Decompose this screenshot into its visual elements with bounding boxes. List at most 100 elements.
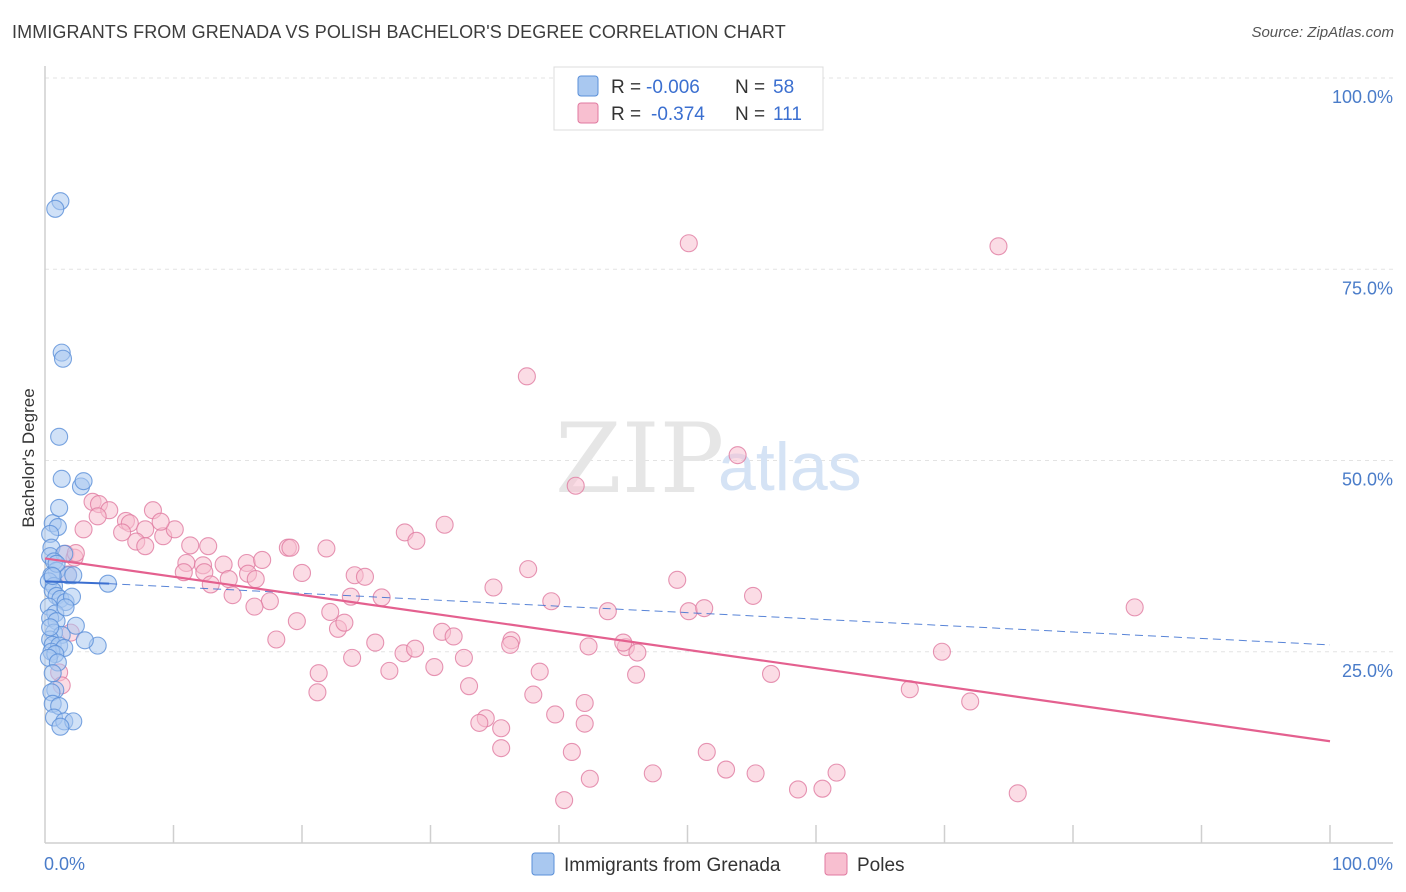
data-point [46,199,65,218]
data-point [517,367,536,386]
data-point [716,760,736,779]
data-point [530,662,549,681]
legend-r-value-grenada: -0.006 [646,77,700,98]
data-point [542,592,561,611]
data-point [668,570,687,589]
data-point [53,349,73,368]
series-grenada [39,192,118,736]
data-point [43,664,62,683]
data-point [66,616,85,635]
data-point [287,612,306,631]
legend-r-label-poles: R = [611,104,641,125]
data-point [50,498,69,517]
data-point [267,630,286,649]
data-point [113,523,132,542]
data-point [788,780,808,799]
data-point [52,469,71,488]
legend-n-value-poles: 111 [773,104,802,125]
data-point [989,237,1008,256]
legend-swatch-poles [577,102,599,124]
data-point [51,717,70,736]
data-point [407,531,426,550]
x-tick-labels: 0.0% 100.0% [44,854,1393,874]
data-point [41,618,60,637]
data-point [253,550,272,570]
chart-source: Source: ZipAtlas.com [1251,24,1394,41]
data-point [136,537,155,556]
data-point [406,639,425,658]
data-point [555,791,574,810]
data-point [679,602,698,621]
data-point [575,693,594,713]
data-point [697,742,716,762]
data-point [961,692,980,711]
data-point [1008,784,1027,803]
data-point [454,648,473,667]
bottom-legend-label-grenada: Immigrants from Grenada [564,855,781,876]
data-point [317,539,336,558]
legend-swatch-grenada [577,75,599,97]
data-point [679,234,698,253]
y-tick-labels: 25.0% 50.0% 75.0% 100.0% [1332,87,1393,681]
data-point [74,520,93,539]
data-point [524,685,543,704]
data-point [643,764,662,783]
data-point [470,713,489,732]
gridlines [45,77,1393,653]
series-poles [50,234,1144,810]
data-point [743,586,763,605]
data-point [813,779,832,798]
data-point [335,613,354,632]
data-point [546,705,565,724]
legend-n-value-grenada: 58 [773,77,794,98]
data-point [74,472,93,491]
legend-n-label-poles: N = [735,104,765,125]
data-point [321,602,340,622]
data-point [174,563,193,582]
data-point [165,520,184,539]
data-point [201,575,220,594]
data-point [43,566,62,586]
bottom-legend-swatch-grenada [531,852,555,876]
y-tick-label: 75.0% [1342,278,1393,298]
data-point [425,657,444,677]
data-point [627,665,646,684]
data-point [728,446,747,465]
data-point [827,763,846,782]
y-axis-title: Bachelor's Degree [19,388,38,527]
data-point [308,683,327,702]
data-point [746,764,765,783]
data-point [695,599,714,618]
watermark-atlas: atlas [718,429,862,505]
data-point [88,507,107,526]
bottom-legend: Immigrants from Grenada Poles [531,852,905,876]
data-point [309,664,328,683]
data-point [181,536,200,555]
data-point [484,578,503,597]
x-tick-label: 0.0% [44,854,85,874]
data-point [56,598,75,617]
legend-r-value-poles: -0.374 [651,104,705,125]
data-point [459,677,479,696]
data-point [355,567,375,586]
watermark-zip: ZIP [555,403,724,515]
chart-title: IMMIGRANTS FROM GRENADA VS POLISH BACHEL… [12,22,786,42]
data-point [199,537,218,556]
data-point [151,512,170,531]
data-point [246,570,265,589]
legend-box: R = -0.006 N = 58 R = -0.374 N = 111 [553,66,824,131]
data-point [501,635,520,654]
data-point [64,566,83,585]
trend-line-poles [44,557,1331,743]
axes [44,66,1393,844]
legend-r-label-grenada: R = [611,77,641,98]
trend-line-grenada [44,580,110,585]
data-point [292,563,312,583]
data-point [628,643,647,662]
y-tick-label: 25.0% [1342,661,1393,681]
data-point [492,719,511,738]
x-tick-label: 100.0% [1332,854,1393,874]
data-point [281,538,300,557]
data-point [75,631,94,650]
